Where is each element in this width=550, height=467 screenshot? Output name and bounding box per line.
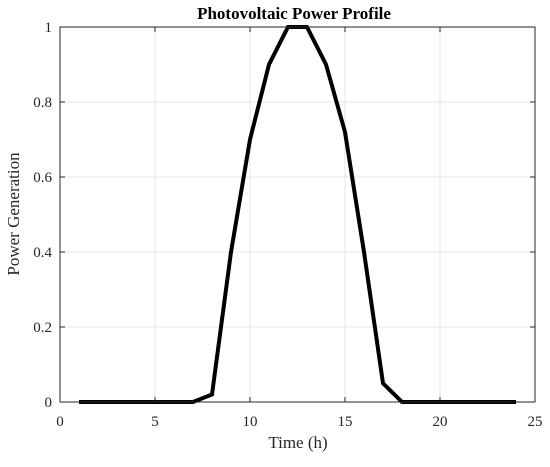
x-tick-label: 0 [56,414,64,430]
x-tick-label: 20 [433,414,448,430]
x-axis-label: Time (h) [268,433,327,452]
x-tick-label: 10 [243,414,258,430]
x-tick-label: 25 [528,414,543,430]
y-tick-label: 0.2 [33,320,52,336]
y-tick-label: 0.4 [33,245,52,261]
x-tick-label: 5 [151,414,159,430]
x-tick-label: 15 [338,414,353,430]
chart-title: Photovoltaic Power Profile [197,4,391,23]
y-axis-label: Power Generation [4,152,23,276]
y-tick-label: 0 [45,395,53,411]
y-tick-label: 0.6 [33,170,52,186]
y-tick-label: 1 [45,20,53,36]
y-tick-label: 0.8 [33,95,52,111]
